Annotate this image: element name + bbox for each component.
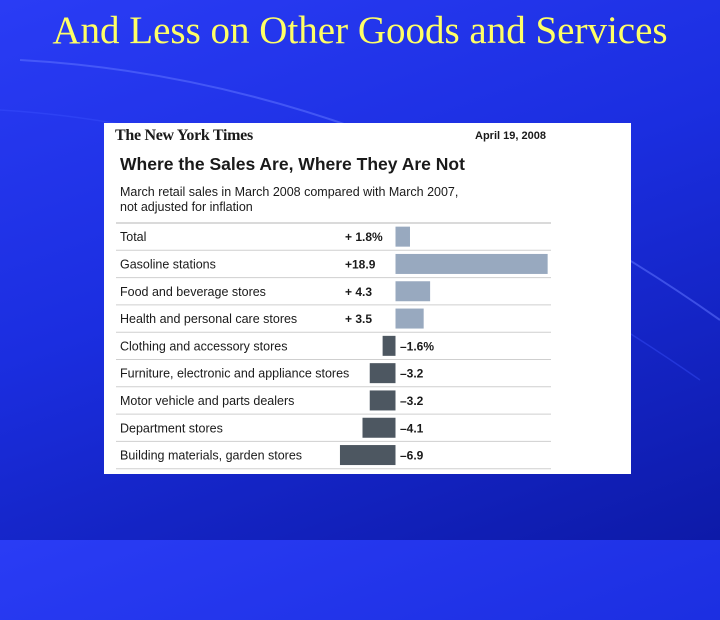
category-label: Furniture, electronic and appliance stor… [120,367,349,381]
category-label: Food and beverage stores [120,285,266,299]
graphic-subhead: March retail sales in March 2008 compare… [120,185,520,215]
category-label: Gasoline stations [120,257,216,271]
bar [395,308,424,329]
value-label: –4.1 [400,421,424,435]
graphic-headline: Where the Sales Are, Where They Are Not [120,154,465,174]
value-label: –3.2 [400,394,424,408]
category-label: Health and personal care stores [120,312,297,326]
nyt-graphic-panel: The New York Times April 19, 2008 Where … [104,123,631,474]
bar [395,253,548,274]
bar [369,390,396,411]
value-label: +18.9 [345,257,376,271]
retail-sales-bar-chart: Total + 1.8% Gasoline stations +18.9 Food an… [116,222,551,470]
bar [362,417,396,438]
bar [395,281,431,302]
subhead-line-1: March retail sales in March 2008 compare… [120,185,459,199]
bar [369,363,396,384]
value-label: + 4.3 [345,285,372,299]
value-label: –6.9 [400,449,424,463]
bar [395,226,410,247]
category-label: Total [120,230,146,244]
subhead-line-2: not adjusted for inflation [120,200,253,214]
value-label: + 1.8% [345,230,383,244]
category-label: Department stores [120,421,223,435]
category-label: Clothing and accessory stores [120,339,287,353]
bar [382,335,396,356]
value-label: + 3.5 [345,312,372,326]
bar [339,445,396,466]
value-label: –1.6% [400,339,434,353]
graphic-date: April 19, 2008 [475,130,546,142]
slide-title: And Less on Other Goods and Services [52,9,668,52]
category-label: Motor vehicle and parts dealers [120,394,294,408]
value-label: –3.2 [400,367,424,381]
category-label: Building materials, garden stores [120,449,302,463]
nyt-masthead: The New York Times [115,127,253,144]
